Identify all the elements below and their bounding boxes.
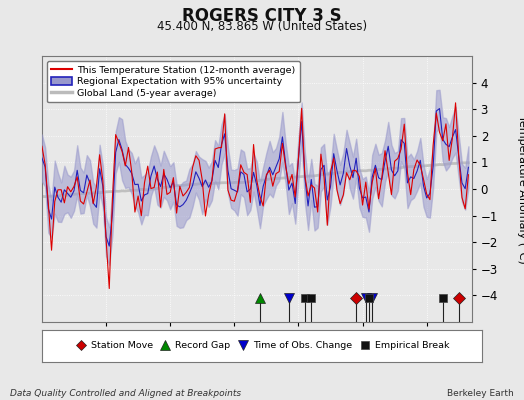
Text: 45.400 N, 83.865 W (United States): 45.400 N, 83.865 W (United States) xyxy=(157,20,367,33)
Legend: This Temperature Station (12-month average), Regional Expectation with 95% uncer: This Temperature Station (12-month avera… xyxy=(47,61,300,102)
Text: Berkeley Earth: Berkeley Earth xyxy=(447,389,514,398)
Legend: Station Move, Record Gap, Time of Obs. Change, Empirical Break: Station Move, Record Gap, Time of Obs. C… xyxy=(72,339,452,353)
Text: Data Quality Controlled and Aligned at Breakpoints: Data Quality Controlled and Aligned at B… xyxy=(10,389,242,398)
Text: ROGERS CITY 3 S: ROGERS CITY 3 S xyxy=(182,7,342,25)
Y-axis label: Temperature Anomaly (°C): Temperature Anomaly (°C) xyxy=(517,115,524,263)
